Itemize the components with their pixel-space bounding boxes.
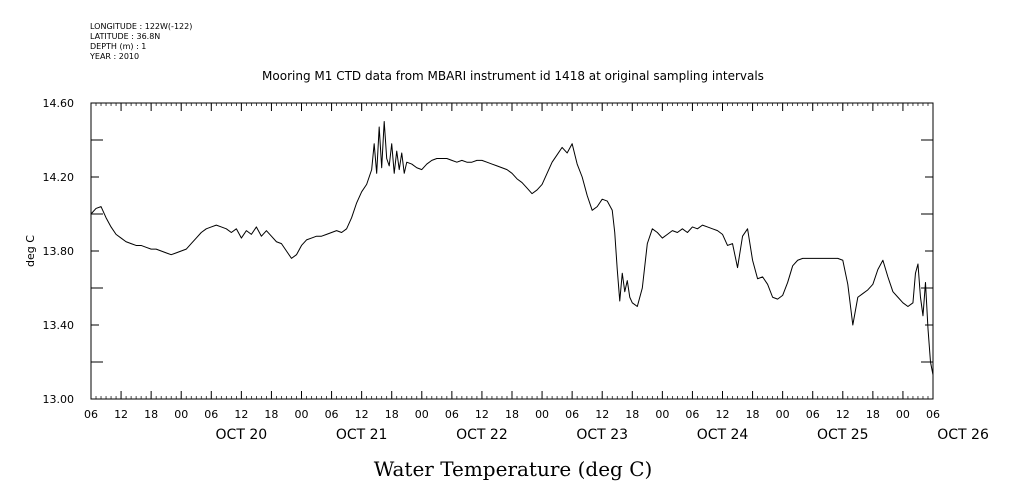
temperature-series-line bbox=[90, 121, 934, 376]
x-axis-label: Water Temperature (deg C) bbox=[374, 457, 653, 481]
y-tick-label: 14.20 bbox=[43, 171, 75, 184]
x-tick-label: 06 bbox=[685, 408, 699, 421]
x-tick-label: 18 bbox=[385, 408, 399, 421]
x-tick-label: 06 bbox=[84, 408, 98, 421]
x-tick-label: 06 bbox=[445, 408, 459, 421]
x-tick-label: 12 bbox=[114, 408, 128, 421]
y-tick-label: 13.40 bbox=[43, 319, 75, 332]
x-tick-label: 00 bbox=[896, 408, 910, 421]
y-tick-label: 13.00 bbox=[43, 393, 75, 406]
x-tick-label: 06 bbox=[325, 408, 339, 421]
x-tick-label: 00 bbox=[174, 408, 188, 421]
x-tick-label: 00 bbox=[535, 408, 549, 421]
chart-title: Mooring M1 CTD data from MBARI instrumen… bbox=[262, 69, 764, 83]
x-tick-label: 12 bbox=[836, 408, 850, 421]
x-tick-label: 18 bbox=[746, 408, 760, 421]
x-tick-label: 18 bbox=[505, 408, 519, 421]
x-tick-label: 18 bbox=[625, 408, 639, 421]
x-day-label: OCT 20 bbox=[216, 427, 268, 443]
x-tick-label: 06 bbox=[204, 408, 218, 421]
x-day-label: OCT 25 bbox=[817, 427, 869, 443]
x-tick-label: 12 bbox=[355, 408, 369, 421]
y-tick-label: 14.60 bbox=[43, 97, 75, 110]
x-day-label: OCT 24 bbox=[697, 427, 749, 443]
meta-depth: DEPTH (m) : 1 bbox=[90, 42, 147, 51]
plot-frame bbox=[90, 102, 934, 400]
x-minor-ticks bbox=[90, 103, 934, 399]
x-tick-label: 00 bbox=[295, 408, 309, 421]
x-tick-label: 12 bbox=[234, 408, 248, 421]
x-tick-label: 18 bbox=[866, 408, 880, 421]
x-day-label: OCT 22 bbox=[456, 427, 508, 443]
x-tick-label: 00 bbox=[415, 408, 429, 421]
x-tick-label: 06 bbox=[806, 408, 820, 421]
x-tick-label: 06 bbox=[565, 408, 579, 421]
x-tick-label: 18 bbox=[264, 408, 278, 421]
x-tick-label: 12 bbox=[595, 408, 609, 421]
x-tick-label: 06 bbox=[926, 408, 940, 421]
data-layer bbox=[90, 121, 934, 376]
meta-longitude: LONGITUDE : 122W(-122) bbox=[90, 22, 193, 31]
y-tick-label: 13.80 bbox=[43, 245, 75, 258]
x-tick-label: 12 bbox=[475, 408, 489, 421]
axes: 06 12 18 00 06 12 18 00 06 12 18 00 06 12 18 00 06 12 18 00… bbox=[43, 97, 989, 443]
x-tick-label: 12 bbox=[716, 408, 730, 421]
x-tick-label: 18 bbox=[144, 408, 158, 421]
meta-latitude: LATITUDE : 36.8N bbox=[90, 32, 161, 41]
y-axis-label: deg C bbox=[24, 235, 37, 267]
x-day-label: OCT 21 bbox=[336, 427, 388, 443]
meta-year: YEAR : 2010 bbox=[90, 52, 140, 61]
x-day-label: OCT 26 bbox=[937, 427, 989, 443]
x-tick-label: 00 bbox=[776, 408, 790, 421]
x-day-label: OCT 23 bbox=[576, 427, 628, 443]
metadata-block: LONGITUDE : 122W(-122) LATITUDE : 36.8N … bbox=[90, 22, 192, 62]
x-tick-label: 00 bbox=[655, 408, 669, 421]
